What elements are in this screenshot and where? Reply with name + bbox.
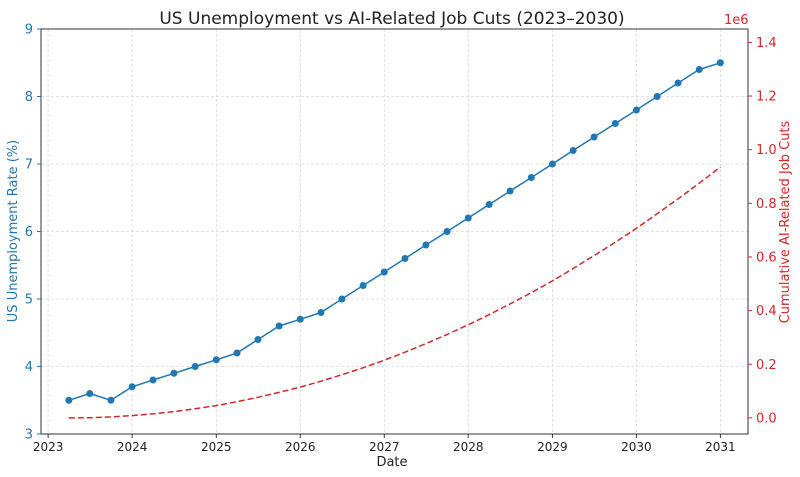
unemployment-data-point: [611, 120, 619, 127]
unemployment-data-point: [254, 336, 262, 343]
unemployment-rate-line: [68, 62, 721, 402]
x-tick-label: 2029: [537, 440, 568, 454]
unemployment-data-point: [695, 66, 703, 73]
ai-job-cuts-line: [68, 166, 721, 419]
right-tick-label: 1.2: [756, 90, 777, 105]
x-tick-label: 2025: [201, 440, 232, 454]
right-tick-label: 0.8: [756, 197, 777, 212]
unemployment-data-point: [716, 59, 724, 67]
left-tick-label: 3: [25, 428, 33, 443]
unemployment-data-point: [317, 309, 325, 316]
unemployment-data-point: [380, 268, 388, 276]
unemployment-data-point: [632, 106, 640, 114]
right-axis-label: Cumulative AI-Related Job Cuts: [778, 120, 793, 323]
left-tick-label: 4: [25, 360, 33, 375]
right-tick-label: 0.6: [756, 250, 777, 265]
right-tick-label: 0.2: [756, 358, 777, 373]
x-axis-label: Date: [376, 455, 407, 470]
unemployment-data-point: [569, 147, 577, 154]
unemployment-data-point: [443, 228, 451, 235]
ticks-layer: 2023 2024 2025 2026 2027 2028 2029 2030 2031 3 4 5 6…: [25, 23, 777, 455]
grid: [41, 28, 748, 435]
x-tick-label: 2024: [117, 440, 148, 454]
chart-title: US Unemployment vs AI-Related Job Cuts (…: [159, 9, 624, 29]
unemployment-data-point: [359, 282, 367, 289]
unemployment-data-point: [674, 79, 682, 87]
unemployment-data-point: [233, 349, 241, 357]
left-tick-label: 5: [25, 293, 33, 308]
right-tick-label: 1.0: [756, 143, 777, 158]
right-tick-label: 1.4: [756, 36, 777, 51]
left-axis-label: US Unemployment Rate (%): [6, 140, 21, 322]
unemployment-data-point: [128, 383, 136, 391]
x-tick-label: 2031: [705, 440, 736, 454]
x-tick-label: 2026: [285, 440, 316, 454]
unemployment-data-point: [65, 396, 73, 404]
x-tick-label: 2027: [369, 440, 400, 454]
series-layer: [65, 59, 724, 419]
left-tick-label: 6: [25, 225, 33, 240]
right-tick-label: 0.4: [756, 304, 777, 319]
unemployment-data-point: [653, 93, 661, 100]
unemployment-data-point: [275, 322, 283, 330]
unemployment-data-point: [296, 315, 304, 323]
unemployment-data-point: [464, 214, 472, 222]
unemployment-data-point: [422, 241, 430, 249]
x-tick-label: 2030: [621, 440, 652, 454]
unemployment-data-point: [338, 295, 346, 303]
unemployment-data-point: [212, 356, 220, 364]
unemployment-data-point: [401, 255, 409, 262]
unemployment-data-point: [149, 376, 157, 384]
unemployment-data-point: [86, 390, 94, 397]
right-tick-label: 0.0: [756, 411, 777, 426]
unemployment-data-point: [506, 187, 514, 195]
left-tick-label: 8: [25, 90, 33, 105]
unemployment-data-point: [527, 174, 535, 181]
unemployment-data-point: [590, 133, 598, 141]
unemployment-data-point: [107, 396, 115, 404]
unemployment-data-point: [170, 369, 178, 377]
right-axis-offset-text: 1e6: [724, 13, 749, 28]
unemployment-data-point: [548, 160, 556, 168]
unemployment-data-point: [485, 201, 493, 208]
x-tick-label: 2023: [33, 440, 64, 454]
unemployment-data-point: [191, 363, 199, 370]
x-tick-label: 2028: [453, 440, 484, 454]
left-tick-label: 9: [25, 23, 33, 38]
left-tick-label: 7: [25, 158, 33, 173]
